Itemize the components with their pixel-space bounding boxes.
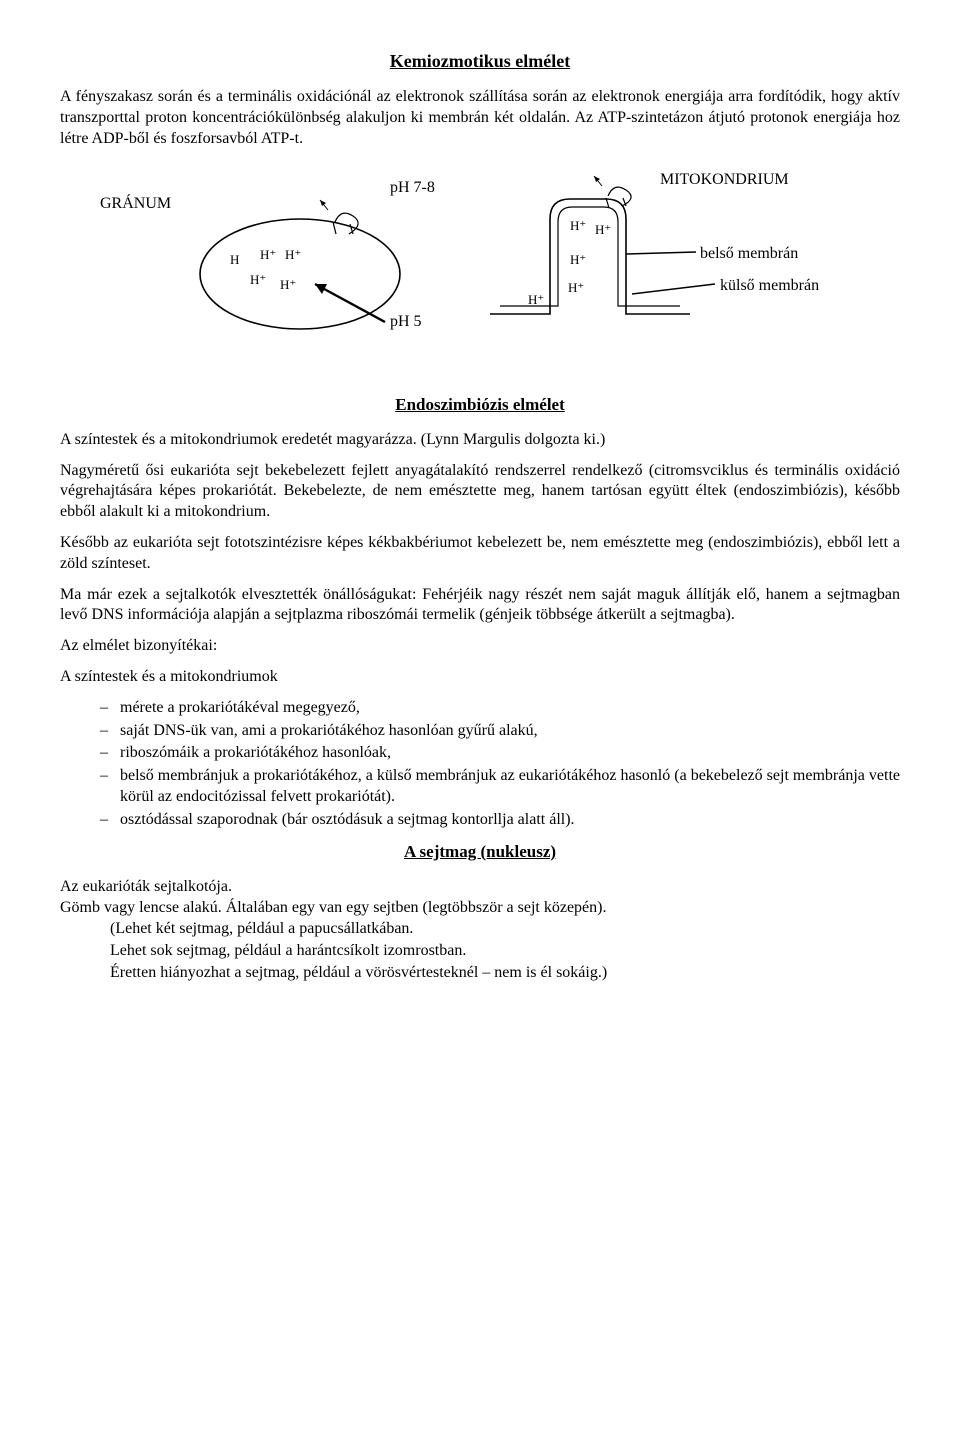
title-endoszimbiozis: Endoszimbiózis elmélet — [60, 394, 900, 416]
svg-text:H⁺: H⁺ — [285, 247, 301, 262]
list-item: saját DNS-ük van, ami a prokariótákéhoz … — [100, 721, 900, 742]
diagram-svg: H H⁺ H⁺ H⁺ H⁺ H⁺ H⁺ H⁺ H⁺ H⁺ — [60, 164, 900, 384]
svg-text:H⁺: H⁺ — [570, 252, 586, 267]
indent-block: (Lehet két sejtmag, például a papucsálla… — [60, 919, 900, 983]
paragraph-1: A fényszakasz során és a terminális oxid… — [60, 87, 900, 149]
svg-text:H⁺: H⁺ — [528, 292, 544, 307]
paragraph-3: Nagyméretű ősi eukarióta sejt bekebeleze… — [60, 461, 900, 523]
list-item: mérete a prokariótákéval megegyező, — [100, 698, 900, 719]
paragraph-4: Később az eukarióta sejt fototszintézisr… — [60, 533, 900, 575]
paragraph-8e: Éretten hiányozhat a sejtmag, például a … — [110, 963, 900, 984]
paragraph-2: A színtestek és a mitokondriumok eredeté… — [60, 430, 900, 451]
paragraph-8a: Az eukarióták sejtalkotója. — [60, 877, 900, 898]
paragraph-6: Az elmélet bizonyítékai: — [60, 636, 900, 657]
title-sejtmag: A sejtmag (nukleusz) — [60, 841, 900, 863]
svg-text:H⁺: H⁺ — [568, 280, 584, 295]
list-item: osztódással szaporodnak (bár osztódásuk … — [100, 810, 900, 831]
evidence-list: mérete a prokariótákéval megegyező, sajá… — [60, 698, 900, 831]
paragraph-8b: Gömb vagy lencse alakú. Általában egy va… — [60, 898, 900, 919]
diagram-granum-mitokondrium: GRÁNUM pH 7-8 MITOKONDRIUM belső membrán… — [60, 164, 900, 384]
list-item: belső membránjuk a prokariótákéhoz, a kü… — [100, 766, 900, 808]
svg-text:H⁺: H⁺ — [570, 218, 586, 233]
svg-text:H: H — [230, 252, 239, 267]
paragraph-5: Ma már ezek a sejtalkotók elvesztették ö… — [60, 585, 900, 627]
title-kemiozmotikus: Kemiozmotikus elmélet — [60, 50, 900, 73]
svg-text:H⁺: H⁺ — [260, 247, 276, 262]
svg-text:H⁺: H⁺ — [280, 277, 296, 292]
svg-text:H⁺: H⁺ — [595, 222, 611, 237]
list-item: riboszómáik a prokariótákéhoz hasonlóak, — [100, 743, 900, 764]
paragraph-7: A színtestek és a mitokondriumok — [60, 667, 900, 688]
svg-text:H⁺: H⁺ — [250, 272, 266, 287]
paragraph-8d: Lehet sok sejtmag, például a harántcsíko… — [110, 941, 900, 962]
paragraph-8c: (Lehet két sejtmag, például a papucsálla… — [110, 919, 900, 940]
